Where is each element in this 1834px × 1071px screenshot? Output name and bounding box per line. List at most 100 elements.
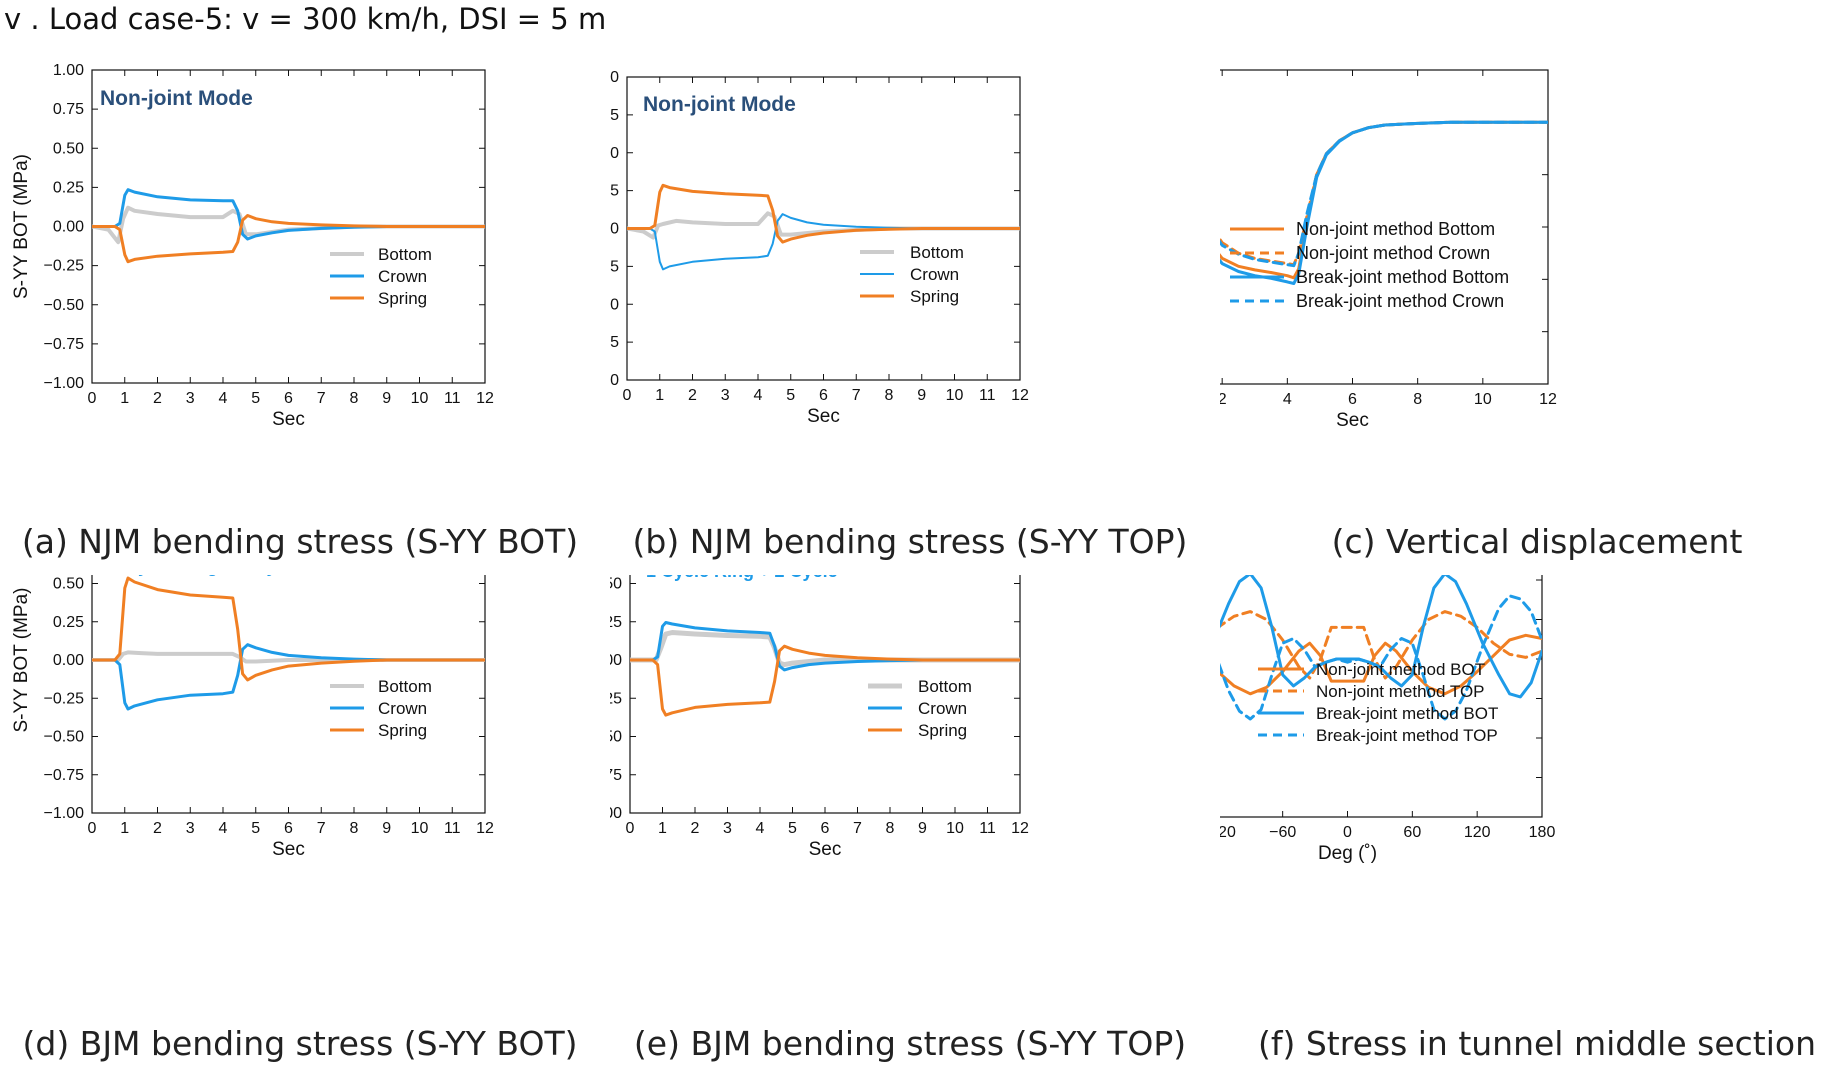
caption-c: (c) Vertical displacement <box>1331 522 1743 561</box>
chart-d-ytick-label: −0.25 <box>44 690 85 707</box>
chart-c-xlabel: Sec <box>1336 410 1369 431</box>
chart-e-series-2-line <box>630 644 1020 717</box>
chart-a-xlabel: Sec <box>272 409 305 430</box>
chart-e-xtick-label: 12 <box>1011 820 1029 837</box>
chart-e-ytick-label: −0.50 <box>610 729 622 746</box>
chart-a-xtick-label: 8 <box>350 390 359 407</box>
chart-c-xtick-label: 4 <box>1283 391 1292 408</box>
chart-a-xtick-label: 3 <box>186 390 195 407</box>
chart-e-xtick-label: 6 <box>821 820 830 837</box>
chart-e-group: 01234567891011121.000.750.500.250.00−0.2… <box>610 575 1029 860</box>
chart-e-legend-2-label: Spring <box>918 721 967 740</box>
chart-d-xtick-label: 0 <box>88 820 97 837</box>
chart-b-ytick-label: 0.00 <box>610 221 619 238</box>
chart-b-xlabel: Sec <box>807 406 840 427</box>
chart-a-ytick-label: −1.00 <box>44 375 85 392</box>
chart-a-series-1-line <box>92 188 485 241</box>
chart-b-ytick-label: −0.25 <box>610 258 619 275</box>
chart-d-xtick-label: 2 <box>153 820 162 837</box>
chart-b-series-2-line <box>627 183 1020 244</box>
chart-a-ytick-label: 0.25 <box>53 179 84 196</box>
chart-c-xtick-label: 8 <box>1413 391 1422 408</box>
chart-e-xtick-label: 0 <box>626 820 635 837</box>
chart-d-series-0-line <box>92 650 485 664</box>
chart-b-series-1-line <box>627 213 1020 271</box>
chart-c-xtick-label: 2 <box>1220 391 1227 408</box>
chart-a-ytick-label: 0.50 <box>53 140 84 157</box>
chart-d-ytick-label: −1.00 <box>44 805 85 822</box>
chart-c-legend-1-label: Non-joint method Crown <box>1296 243 1490 263</box>
chart-panel-c: 0246810121.000.00−1.00−2.00−3.00−4.00−5.… <box>1220 69 1557 431</box>
chart-b-ytick-label: −0.75 <box>610 334 619 351</box>
chart-c-xtick-label: 6 <box>1348 391 1357 408</box>
chart-d-group: 01234567891011121.000.750.500.250.00−0.2… <box>11 575 494 860</box>
chart-b-xtick-label: 7 <box>852 387 861 404</box>
chart-e-ytick-label: 0.25 <box>610 614 622 631</box>
chart-e-ytick-label: 0.50 <box>610 576 622 593</box>
chart-d-legend-1-label: Crown <box>378 699 427 718</box>
chart-c-legend-3-label: Break-joint method Crown <box>1296 291 1504 311</box>
chart-c-legend-0-label: Non-joint method Bottom <box>1296 219 1495 239</box>
chart-a-legend-1-label: Crown <box>378 267 427 286</box>
caption-b: (b) NJM bending stress (S-YY TOP) <box>632 522 1188 561</box>
chart-e-series-1-line <box>630 621 1020 672</box>
chart-e-xtick-label: 4 <box>756 820 765 837</box>
chart-a-xtick-label: 5 <box>251 390 260 407</box>
chart-d-xtick-label: 1 <box>120 820 129 837</box>
chart-b-legend-1-label: Crown <box>910 265 959 284</box>
chart-e-xtick-label: 3 <box>723 820 732 837</box>
chart-c-group: 0246810121.000.00−1.00−2.00−3.00−4.00−5.… <box>1220 69 1557 431</box>
chart-d-xtick-label: 5 <box>251 820 260 837</box>
chart-e-xtick-label: 8 <box>886 820 895 837</box>
chart-e-xtick-label: 5 <box>788 820 797 837</box>
chart-b-legend-0-label: Bottom <box>910 243 964 262</box>
chart-e-xtick-label: 10 <box>946 820 964 837</box>
chart-e-ytick-label: −0.75 <box>610 767 622 784</box>
caption-e: (e) BJM bending stress (S-YY TOP) <box>633 1024 1187 1063</box>
chart-b-ytick-label: −1.00 <box>610 372 619 389</box>
chart-d-xtick-label: 11 <box>444 820 461 837</box>
chart-e-ytick-label: −1.00 <box>610 805 622 822</box>
chart-b-xtick-label: 2 <box>688 387 697 404</box>
chart-e-subtitle: 1 Cycle Ring + 2 Cycle <box>646 575 838 581</box>
chart-panel-e: 01234567891011121.000.750.500.250.00−0.2… <box>610 575 1029 860</box>
chart-d-xtick-label: 4 <box>219 820 228 837</box>
chart-b-ytick-label: −0.50 <box>610 296 619 313</box>
chart-c-xtick-label: 12 <box>1539 391 1557 408</box>
chart-b-xtick-label: 1 <box>655 387 664 404</box>
chart-d-xtick-label: 12 <box>476 820 494 837</box>
chart-b-ytick-label: 0.75 <box>610 107 619 124</box>
chart-a-ytick-label: −0.50 <box>44 297 85 314</box>
chart-e-legend-1-label: Crown <box>918 699 967 718</box>
chart-e-xlabel: Sec <box>809 839 842 860</box>
chart-e-ytick-label: 0.00 <box>610 652 622 669</box>
chart-f-series-1-line <box>1220 610 1542 680</box>
chart-b-xtick-label: 8 <box>885 387 894 404</box>
chart-a-ytick-label: 1.00 <box>53 62 84 79</box>
chart-d-ytick-label: −0.50 <box>44 729 85 746</box>
chart-c-xtick-label: 10 <box>1474 391 1492 408</box>
chart-f-legend-0-label: Non-joint method BOT <box>1316 660 1485 679</box>
chart-f-legend-2-label: Break-joint method BOT <box>1316 704 1498 723</box>
chart-b-xtick-label: 3 <box>721 387 730 404</box>
chart-b-ytick-label: 0.25 <box>610 183 619 200</box>
chart-d-ytick-label: 0.50 <box>53 576 84 593</box>
chart-panel-d: 01234567891011121.000.750.500.250.00−0.2… <box>11 575 494 860</box>
chart-a-series-0-line <box>92 205 485 245</box>
chart-d-xlabel: Sec <box>272 839 305 860</box>
chart-b-xtick-label: 11 <box>979 387 996 404</box>
chart-f-xtick-label: −60 <box>1269 824 1296 841</box>
chart-d-xtick-label: 7 <box>317 820 326 837</box>
chart-a-xtick-label: 10 <box>411 390 429 407</box>
caption-a: (a) NJM bending stress (S-YY BOT) <box>21 522 579 561</box>
chart-a-ytick-label: −0.75 <box>44 336 85 353</box>
chart-e-series-0-line <box>630 630 1020 668</box>
chart-a-xtick-label: 7 <box>317 390 326 407</box>
chart-b-xtick-label: 12 <box>1011 387 1029 404</box>
chart-d-xtick-label: 9 <box>382 820 391 837</box>
chart-a-xtick-label: 9 <box>382 390 391 407</box>
chart-b-ytick-label: 0.50 <box>610 145 619 162</box>
chart-d-ylabel: S-YY BOT (MPa) <box>11 588 32 733</box>
chart-a-legend-2-label: Spring <box>378 289 427 308</box>
chart-a-xtick-label: 0 <box>88 390 97 407</box>
